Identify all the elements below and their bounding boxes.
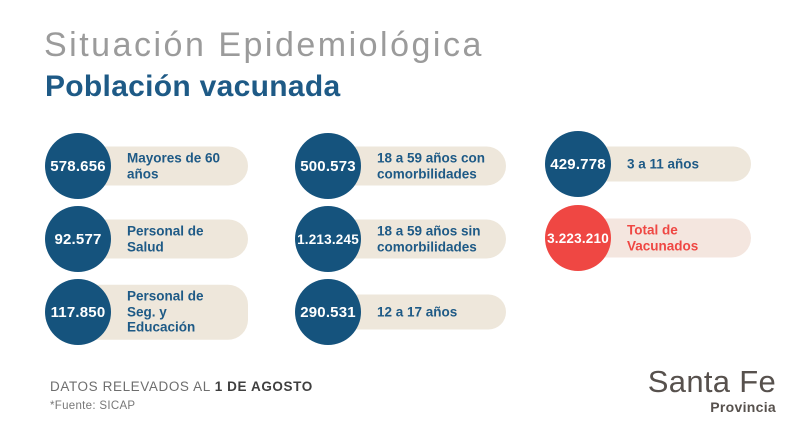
stat-personal-seg-educacion: Personal de Seg. y Educación 117.850 xyxy=(45,279,248,345)
stat-18-59-sin-comorbilidades: 18 a 59 años sin comorbilidades 1.213.24… xyxy=(295,206,506,272)
stat-value-circle: 578.656 xyxy=(45,133,111,199)
stat-18-59-con-comorbilidades: 18 a 59 años con comorbilidades 500.573 xyxy=(295,133,506,199)
stat-value-circle: 117.850 xyxy=(45,279,111,345)
santa-fe-provincia-logo: Santa Fe Provincia xyxy=(648,366,776,415)
stat-label: Total de Vacunados xyxy=(627,222,699,253)
stat-label: 12 a 17 años xyxy=(377,304,458,320)
stat-value: 92.577 xyxy=(54,230,102,248)
stat-value: 578.656 xyxy=(50,157,106,175)
logo-name: Santa Fe xyxy=(647,364,776,399)
stat-label: 3 a 11 años xyxy=(627,156,700,172)
stat-personal-salud: Personal de Salud 92.577 xyxy=(45,206,248,272)
page-title: Situación Epidemiológica xyxy=(44,26,484,64)
stat-mayores-60: Mayores de 60 años 578.656 xyxy=(45,133,248,199)
data-date-note: DATOS RELEVADOS AL 1 DE AGOSTO xyxy=(50,379,313,394)
stat-value-circle: 290.531 xyxy=(295,279,361,345)
stat-value: 3.223.210 xyxy=(547,230,609,246)
stat-value-circle: 429.778 xyxy=(545,131,611,197)
page-subtitle: Población vacunada xyxy=(45,70,341,103)
data-date-value: 1 DE AGOSTO xyxy=(214,379,313,394)
stat-value-circle: 1.213.245 xyxy=(295,206,361,272)
stat-3-11-anos: 3 a 11 años 429.778 xyxy=(545,131,751,197)
stat-value-circle: 500.573 xyxy=(295,133,361,199)
stat-12-17-anos: 12 a 17 años 290.531 xyxy=(295,279,506,345)
stat-value: 500.573 xyxy=(300,157,356,175)
source-note: *Fuente: SICAP xyxy=(50,400,136,412)
stat-label: Personal de Seg. y Educación xyxy=(127,288,204,335)
logo-subtitle: Provincia xyxy=(710,399,776,415)
stat-label: Mayores de 60 años xyxy=(127,150,221,181)
stat-label: 18 a 59 años sin comorbilidades xyxy=(377,223,481,254)
data-date-prefix: DATOS RELEVADOS AL xyxy=(50,379,215,394)
stat-value: 290.531 xyxy=(300,303,356,321)
stat-value: 117.850 xyxy=(50,303,106,321)
stat-value: 429.778 xyxy=(550,155,606,173)
stat-value-circle: 92.577 xyxy=(45,206,111,272)
stat-total-vacunados: Total de Vacunados 3.223.210 xyxy=(545,205,751,271)
stat-value-circle: 3.223.210 xyxy=(545,205,611,271)
stat-label: Personal de Salud xyxy=(127,223,204,254)
stat-label: 18 a 59 años con comorbilidades xyxy=(377,150,486,181)
stat-value: 1.213.245 xyxy=(297,231,359,247)
